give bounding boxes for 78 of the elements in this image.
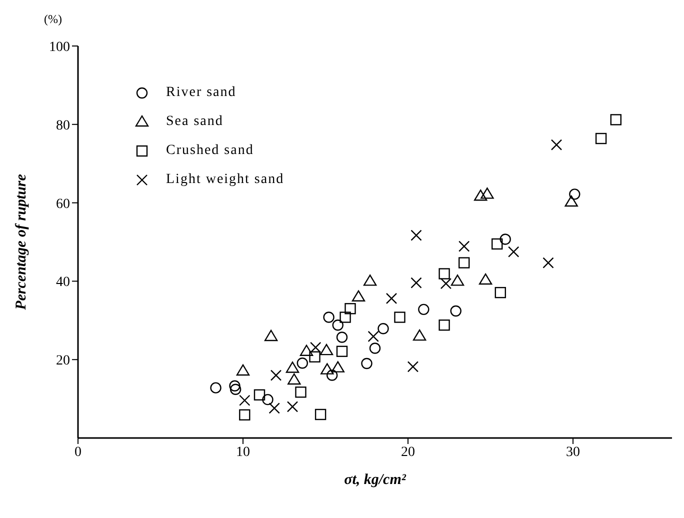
point xyxy=(368,330,379,342)
point xyxy=(264,330,278,342)
point xyxy=(320,344,334,356)
point xyxy=(295,386,306,398)
point xyxy=(286,362,300,373)
point xyxy=(336,346,348,357)
point xyxy=(270,370,282,381)
y-axis-title: Percentage of rupture xyxy=(13,174,30,310)
legend-label: Light weight sand xyxy=(166,172,284,188)
point xyxy=(564,195,578,207)
point xyxy=(542,257,554,268)
point xyxy=(331,361,344,372)
point xyxy=(262,394,274,406)
legend-label: River sand xyxy=(166,84,236,100)
point xyxy=(438,320,450,331)
point xyxy=(236,364,250,376)
point xyxy=(458,240,470,252)
point xyxy=(407,361,419,372)
point xyxy=(332,320,344,331)
point xyxy=(610,114,622,126)
point xyxy=(230,384,242,395)
x-tick-label: 0 xyxy=(74,444,82,460)
y-tick-label: 60 xyxy=(56,196,70,212)
point xyxy=(344,303,356,314)
point xyxy=(550,139,562,150)
text: (%) xyxy=(44,12,62,27)
legend-label: Crushed sand xyxy=(166,142,254,158)
point xyxy=(300,344,314,356)
point xyxy=(394,312,406,323)
x-axis-title: σt, kg/cm² xyxy=(344,472,406,488)
point xyxy=(310,342,322,354)
point xyxy=(500,234,511,245)
point xyxy=(363,274,377,286)
point xyxy=(438,268,450,280)
legend-label: Sea sand xyxy=(166,114,224,130)
point xyxy=(254,389,266,400)
y-tick-label: 100 xyxy=(49,40,70,55)
point xyxy=(361,358,372,370)
point xyxy=(494,286,506,298)
point xyxy=(309,351,320,362)
point xyxy=(450,305,462,317)
point xyxy=(492,238,503,250)
x-tick-label: 20 xyxy=(401,444,415,460)
point xyxy=(323,312,334,323)
point xyxy=(478,273,492,285)
point xyxy=(314,408,326,420)
point xyxy=(210,382,222,394)
point xyxy=(418,304,430,316)
x-tick-label: 30 xyxy=(566,444,580,460)
point xyxy=(352,290,366,302)
point xyxy=(369,342,381,354)
point xyxy=(286,401,298,412)
point xyxy=(474,190,488,201)
point xyxy=(340,312,351,323)
point xyxy=(410,230,422,241)
point xyxy=(458,257,470,268)
y-tick-label: 20 xyxy=(56,354,70,369)
point xyxy=(440,278,452,290)
point xyxy=(239,409,250,420)
point xyxy=(288,373,301,385)
x-tick-label: 10 xyxy=(236,444,250,460)
y-tick-label: 40 xyxy=(56,275,70,290)
point xyxy=(378,323,389,334)
point xyxy=(326,370,338,381)
y-tick-label: 80 xyxy=(56,118,70,134)
point xyxy=(480,188,494,199)
point xyxy=(412,329,426,341)
point xyxy=(268,402,280,414)
point xyxy=(595,132,607,144)
point xyxy=(320,363,334,374)
point xyxy=(229,380,240,392)
point xyxy=(296,358,308,369)
point xyxy=(336,332,348,343)
point xyxy=(569,188,580,200)
point xyxy=(450,274,464,286)
point xyxy=(508,246,520,258)
point xyxy=(410,277,422,288)
point xyxy=(386,292,398,304)
